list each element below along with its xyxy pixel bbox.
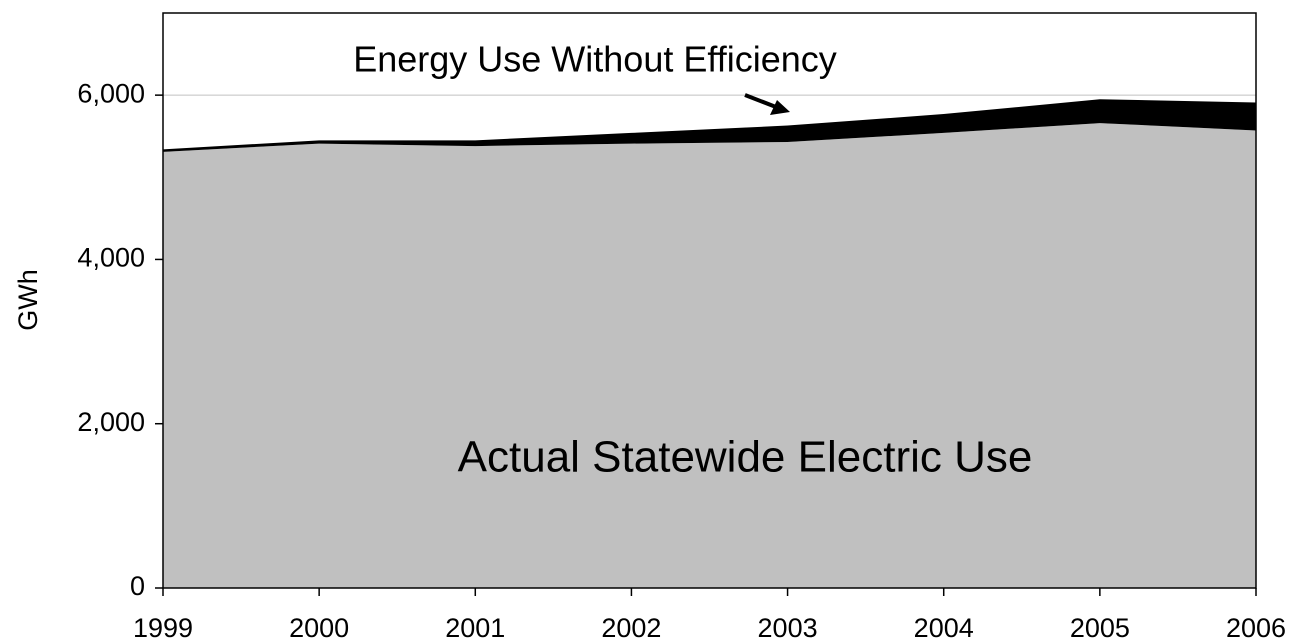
annotation-arrow (744, 93, 777, 109)
y-axis-label: GWh (13, 269, 43, 331)
y-tick-label: 2,000 (77, 407, 145, 437)
x-tick-label: 2004 (914, 613, 974, 641)
y-tick-label: 0 (130, 571, 145, 601)
x-tick-label: 2003 (758, 613, 818, 641)
x-tick-label: 2002 (601, 613, 661, 641)
series-label: Actual Statewide Electric Use (458, 433, 1033, 482)
series-label: Energy Use Without Efficiency (353, 39, 837, 80)
annotation-arrowhead (770, 100, 790, 115)
area (163, 99, 1256, 152)
x-tick-label: 2005 (1070, 613, 1130, 641)
x-tick-label: 1999 (133, 613, 193, 641)
x-tick-label: 2000 (289, 613, 349, 641)
x-tick-label: 2001 (445, 613, 505, 641)
y-tick-label: 4,000 (77, 243, 145, 273)
y-tick-label: 6,000 (77, 78, 145, 108)
x-tick-label: 2006 (1226, 613, 1286, 641)
plot-frame (162, 12, 1257, 589)
area (163, 123, 1256, 589)
